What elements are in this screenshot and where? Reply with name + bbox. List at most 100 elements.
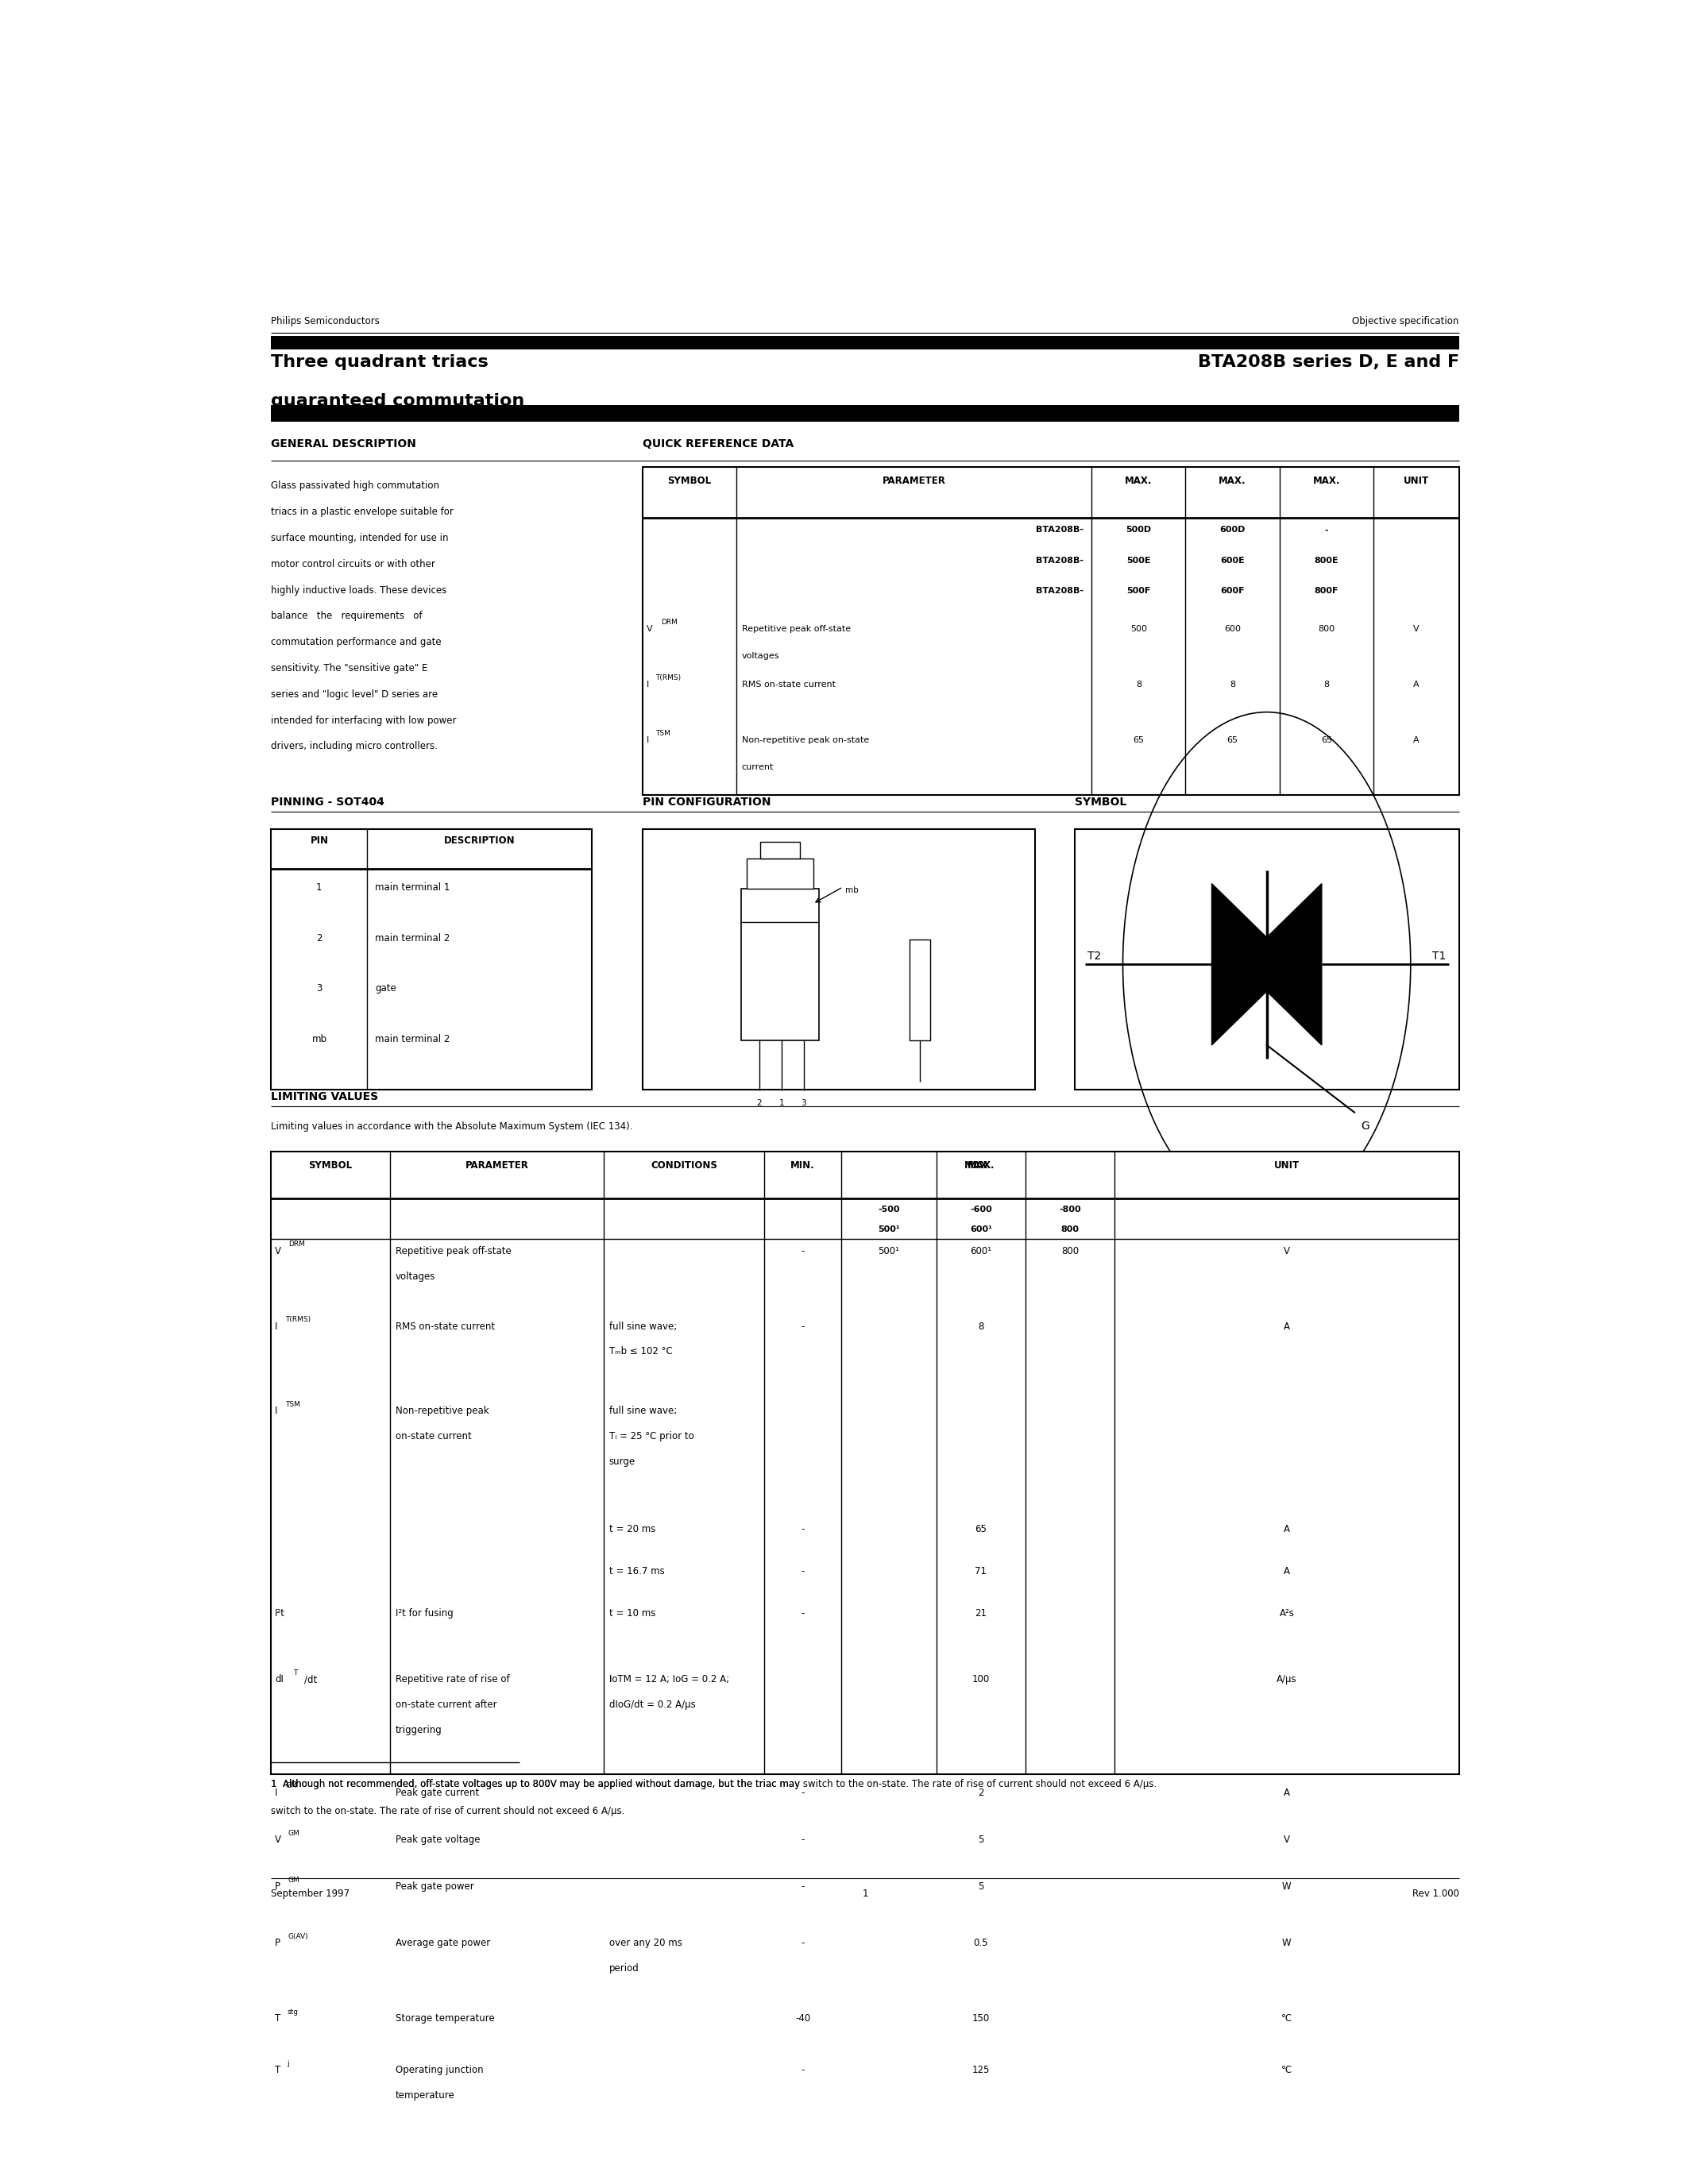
Text: LIMITING VALUES: LIMITING VALUES (272, 1092, 378, 1103)
Text: Average gate power: Average gate power (395, 1937, 490, 1948)
Text: over any 20 ms: over any 20 ms (609, 1937, 682, 1948)
Text: 5: 5 (977, 1883, 984, 1891)
Text: 8: 8 (1229, 681, 1236, 688)
Text: 600F: 600F (1220, 587, 1244, 594)
Text: °C: °C (1281, 2014, 1293, 2025)
Text: A: A (1283, 1787, 1290, 1797)
Text: A: A (1283, 1566, 1290, 1577)
Text: T: T (294, 1669, 297, 1677)
Text: 500F: 500F (1126, 587, 1151, 594)
Text: 8: 8 (1136, 681, 1141, 688)
Text: W: W (1283, 1883, 1291, 1891)
Bar (760, 841, 800, 858)
Text: A: A (1283, 1321, 1290, 1332)
Text: BTA208B-: BTA208B- (1036, 587, 1084, 594)
Text: surge: surge (609, 1457, 635, 1468)
Text: Glass passivated high commutation: Glass passivated high commutation (272, 480, 439, 491)
Text: MAX.: MAX. (1313, 476, 1340, 487)
Bar (643, 828, 1035, 1090)
Text: G: G (1361, 1120, 1369, 1131)
Text: intended for interfacing with low power: intended for interfacing with low power (272, 716, 457, 725)
Text: A: A (1283, 1524, 1290, 1533)
Text: PIN: PIN (311, 836, 329, 845)
Text: Rev 1.000: Rev 1.000 (1413, 1889, 1458, 1898)
Text: 71: 71 (976, 1566, 987, 1577)
Text: CONDITIONS: CONDITIONS (650, 1160, 717, 1171)
Text: I: I (275, 1787, 279, 1797)
Text: QUICK REFERENCE DATA: QUICK REFERENCE DATA (643, 439, 793, 450)
Bar (272, 1151, 1458, 1773)
Text: 600D: 600D (1220, 526, 1246, 535)
Text: Limiting values in accordance with the Absolute Maximum System (IEC 134).: Limiting values in accordance with the A… (272, 1120, 633, 1131)
Bar (746, 858, 814, 889)
Bar (910, 939, 930, 1040)
Text: -: - (802, 1787, 805, 1797)
Text: 21: 21 (976, 1607, 987, 1618)
Text: September 1997: September 1997 (272, 1889, 349, 1898)
Text: commutation performance and gate: commutation performance and gate (272, 638, 442, 646)
Text: 2: 2 (316, 933, 322, 943)
Text: 500¹: 500¹ (878, 1245, 900, 1256)
Text: voltages: voltages (395, 1271, 436, 1282)
Text: 600¹: 600¹ (971, 1225, 993, 1234)
Text: sensitivity. The "sensitive gate" E: sensitivity. The "sensitive gate" E (272, 664, 429, 673)
Text: 1: 1 (863, 1889, 868, 1898)
Text: 125: 125 (972, 2066, 989, 2075)
Text: t = 20 ms: t = 20 ms (609, 1524, 655, 1533)
Text: T1: T1 (1431, 950, 1447, 961)
Text: I: I (275, 1321, 279, 1332)
Text: 65: 65 (1133, 736, 1144, 745)
Text: RMS on-state current: RMS on-state current (395, 1321, 495, 1332)
Text: UNIT: UNIT (1274, 1160, 1300, 1171)
Text: TSM: TSM (285, 1400, 300, 1409)
Text: V: V (275, 1245, 282, 1256)
Text: -: - (802, 1321, 805, 1332)
Text: 0.5: 0.5 (974, 1937, 987, 1948)
Text: 2: 2 (756, 1099, 761, 1107)
Text: 100: 100 (972, 1675, 989, 1684)
Text: 65: 65 (1320, 736, 1332, 745)
Text: P: P (275, 1883, 280, 1891)
Text: motor control circuits or with other: motor control circuits or with other (272, 559, 436, 570)
Text: BTA208B-: BTA208B- (1036, 557, 1084, 563)
Text: 5: 5 (977, 1835, 984, 1845)
Text: IᴏTM = 12 A; IᴏG = 0.2 A;: IᴏTM = 12 A; IᴏG = 0.2 A; (609, 1675, 729, 1684)
Text: 800E: 800E (1315, 557, 1339, 563)
Text: 600¹: 600¹ (971, 1245, 991, 1256)
Text: V: V (1283, 1245, 1290, 1256)
Text: 500E: 500E (1126, 557, 1151, 563)
Text: triacs in a plastic envelope suitable for: triacs in a plastic envelope suitable fo… (272, 507, 454, 518)
Text: on-state current: on-state current (395, 1431, 471, 1441)
Text: 8: 8 (977, 1321, 984, 1332)
Text: TSM: TSM (655, 729, 670, 736)
Text: 600E: 600E (1220, 557, 1244, 563)
Text: -: - (1325, 526, 1328, 535)
Bar (741, 889, 819, 1040)
Text: GENERAL DESCRIPTION: GENERAL DESCRIPTION (272, 439, 417, 450)
Text: V: V (275, 1835, 282, 1845)
Text: Tₘb ≤ 102 °C: Tₘb ≤ 102 °C (609, 1345, 672, 1356)
Text: dI: dI (275, 1675, 284, 1684)
Text: V: V (647, 625, 653, 633)
Text: SYMBOL: SYMBOL (668, 476, 712, 487)
Text: DRM: DRM (289, 1241, 306, 1247)
Text: gate: gate (375, 983, 397, 994)
Text: T: T (275, 2066, 280, 2075)
Text: voltages: voltages (741, 653, 780, 660)
Text: Non-repetitive peak: Non-repetitive peak (395, 1406, 488, 1415)
Text: A: A (1413, 681, 1420, 688)
Text: Tₗ = 25 °C prior to: Tₗ = 25 °C prior to (609, 1431, 694, 1441)
Text: A/μs: A/μs (1276, 1675, 1296, 1684)
Text: -: - (802, 1883, 805, 1891)
Text: DRM: DRM (662, 618, 677, 627)
Text: GM: GM (289, 1830, 300, 1837)
Text: 2: 2 (977, 1787, 984, 1797)
Text: main terminal 2: main terminal 2 (375, 1033, 451, 1044)
Text: 500D: 500D (1126, 526, 1151, 535)
Text: T2: T2 (1087, 950, 1101, 961)
Text: Non-repetitive peak on-state: Non-repetitive peak on-state (741, 736, 869, 745)
Bar (272, 336, 1458, 349)
Text: 1  Although not recommended, off-state voltages up to 800V may be applied withou: 1 Although not recommended, off-state vo… (272, 1780, 800, 1789)
Text: °C: °C (1281, 2066, 1293, 2075)
Text: -800: -800 (1058, 1206, 1080, 1214)
